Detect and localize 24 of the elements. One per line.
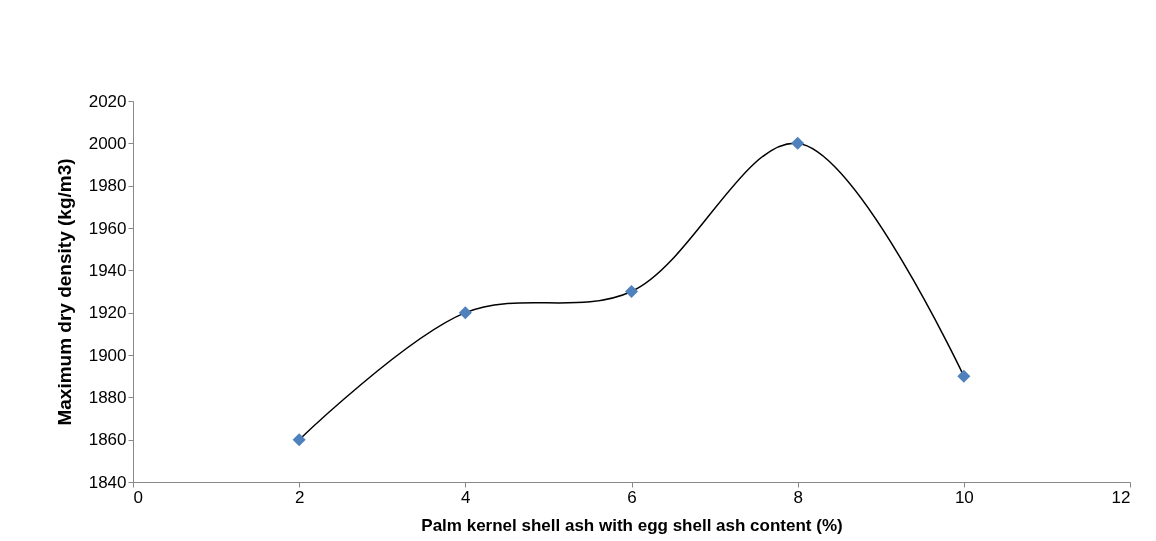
y-tick-label: 1880 [88, 387, 127, 407]
y-tick-label: 2000 [88, 133, 127, 153]
y-tick-label: 1920 [88, 303, 127, 323]
point [292, 433, 306, 447]
x-tick-label: 8 [793, 487, 803, 507]
point [791, 136, 805, 150]
y-tick-label: 1960 [88, 218, 127, 238]
y-axis-title: Maximum dry density (kg/m3) [53, 158, 75, 426]
x-tick-label: 2 [294, 487, 305, 507]
y-tick-label: 1840 [88, 472, 127, 492]
y-tick-label: 1940 [88, 260, 127, 280]
point [957, 369, 971, 383]
point [624, 284, 639, 299]
y-tick-label: 1900 [88, 345, 127, 365]
x-tick-label: 12 [1111, 487, 1131, 507]
y-tick-label: 1860 [88, 430, 127, 450]
y-tick-label: 1980 [88, 176, 127, 196]
x-tick-label: 0 [133, 487, 143, 507]
point [458, 306, 472, 320]
x-axis-title: Palm kernel shell ash with egg shell ash content (%) [421, 515, 843, 535]
x-tick-label: 10 [954, 487, 974, 507]
x-tick-label: 6 [627, 487, 637, 507]
y-tick-label: 2020 [88, 91, 127, 111]
x-tick-label: 4 [461, 487, 471, 507]
